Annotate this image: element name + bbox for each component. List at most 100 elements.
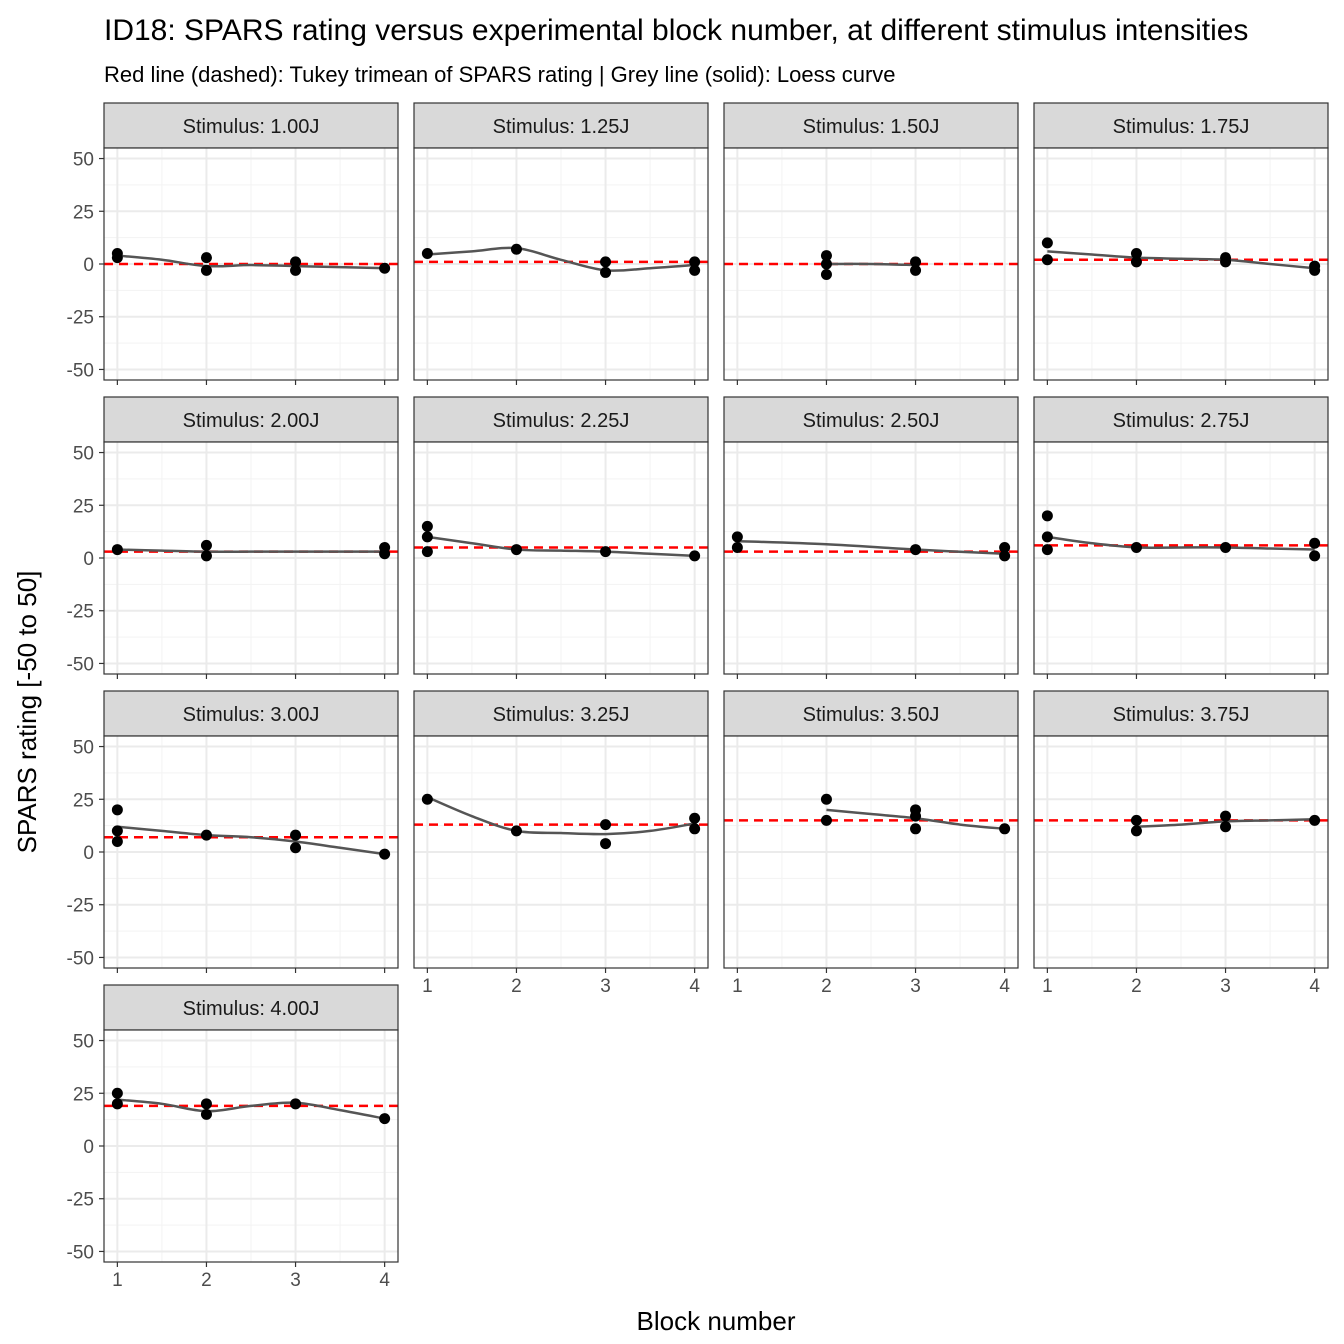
x-tick-label: 1 [732, 976, 743, 997]
facet-strip [413, 396, 709, 443]
facet-strip-label: Stimulus: 3.00J [183, 704, 320, 726]
x-tick-label: 1 [1042, 976, 1053, 997]
loess-curve [427, 535, 695, 558]
y-tick-label: 25 [73, 202, 94, 223]
data-point [1309, 264, 1321, 276]
data-point [111, 252, 123, 264]
facet-strip-label: Stimulus: 1.25J [493, 116, 630, 138]
data-point [1130, 247, 1142, 259]
data-point [910, 810, 922, 822]
facet-panel: Stimulus: 2.00J -50 -25 0 25 50 [67, 396, 399, 679]
y-tick-label: 0 [83, 1137, 94, 1158]
chart-subtitle: Red line (dashed): Tukey trimean of SPAR… [104, 62, 896, 87]
loess-curve [117, 825, 385, 856]
loess-curve [1047, 535, 1315, 551]
data-point [290, 1098, 302, 1110]
data-point [1130, 825, 1142, 837]
data-point [1309, 537, 1321, 549]
data-point [689, 823, 701, 835]
facet-strip-label: Stimulus: 3.25J [493, 704, 630, 726]
data-point [200, 1108, 212, 1120]
loess-curve [427, 246, 695, 272]
data-point [421, 520, 433, 532]
facet-strip [1033, 102, 1329, 149]
facet-strip [723, 102, 1019, 149]
y-tick-label: 25 [73, 790, 94, 811]
data-point [1041, 510, 1053, 522]
facet-panel: Stimulus: 2.75J [1033, 396, 1329, 679]
facet-panel: Stimulus: 2.50J [723, 396, 1019, 679]
data-point [600, 266, 612, 278]
x-tick-label: 4 [1309, 976, 1320, 997]
facet-strip-label: Stimulus: 3.75J [1113, 704, 1250, 726]
loess-curve [826, 262, 916, 267]
loess-curve [117, 548, 385, 553]
x-tick-label: 1 [422, 976, 433, 997]
loess-curve [117, 1098, 385, 1120]
data-point [1041, 544, 1053, 556]
data-point [689, 256, 701, 268]
panel-border [413, 147, 709, 381]
x-tick-label: 3 [910, 976, 921, 997]
y-tick-label: -50 [67, 360, 94, 381]
facet-strip [103, 102, 399, 149]
panel-border [723, 441, 1019, 675]
facet-panel: Stimulus: 1.00J -50 -25 0 25 50 [67, 102, 399, 385]
y-tick-label: -25 [67, 896, 94, 917]
facet-strip-label: Stimulus: 1.75J [1113, 116, 1250, 138]
facet-strip [103, 690, 399, 737]
y-tick-label: 25 [73, 1084, 94, 1105]
panel-border [723, 147, 1019, 381]
facet-strip-label: Stimulus: 2.25J [493, 410, 630, 432]
y-tick-label: -50 [67, 948, 94, 969]
y-tick-label: -50 [67, 1242, 94, 1263]
x-tick-label: 2 [1131, 976, 1142, 997]
y-tick-label: -50 [67, 654, 94, 675]
facet-strip [723, 690, 1019, 737]
y-tick-label: -25 [67, 602, 94, 623]
x-tick-label: 2 [201, 1270, 212, 1291]
data-point [689, 264, 701, 276]
x-tick-label: 2 [511, 976, 522, 997]
loess-curve [426, 796, 695, 836]
data-point [290, 256, 302, 268]
facet-panel: Stimulus: 3.00J -50 -25 0 25 50 [67, 690, 399, 973]
data-point [421, 531, 433, 543]
facet-strip-label: Stimulus: 2.50J [803, 410, 940, 432]
facet-strip [413, 690, 709, 737]
data-point [600, 819, 612, 831]
data-point [200, 1098, 212, 1110]
y-tick-label: -25 [67, 1190, 94, 1211]
y-tick-label: 0 [83, 549, 94, 570]
x-axis-title: Block number [637, 1306, 796, 1336]
data-point [111, 835, 123, 847]
loess-curve [737, 539, 1005, 556]
facet-panel: Stimulus: 2.25J [413, 396, 709, 679]
y-tick-label: 50 [73, 1032, 94, 1053]
y-axis-title: SPARS rating [-50 to 50] [12, 571, 42, 854]
facet-panel: Stimulus: 3.25J 1 2 3 4 [413, 690, 709, 997]
facet-strip [103, 984, 399, 1031]
data-point [820, 269, 832, 281]
data-point [999, 550, 1011, 562]
panels-layer: Stimulus: 1.00J -50 -25 0 25 50 Stimulus: 1.25… [67, 102, 1329, 1291]
data-point [1130, 814, 1142, 826]
data-point [510, 243, 522, 255]
x-tick-label: 4 [689, 976, 700, 997]
data-point [1220, 810, 1232, 822]
data-point [910, 256, 922, 268]
facet-panel: Stimulus: 1.75J [1033, 102, 1329, 385]
data-point [910, 823, 922, 835]
facet-panel: Stimulus: 3.75J 1 2 3 4 [1033, 690, 1329, 997]
y-tick-label: 0 [83, 843, 94, 864]
data-point [510, 544, 522, 556]
data-point [379, 548, 391, 560]
data-point [290, 264, 302, 276]
data-point [689, 550, 701, 562]
facet-strip [1033, 690, 1329, 737]
y-tick-label: 0 [83, 255, 94, 276]
data-point [731, 531, 743, 543]
facet-strip-label: Stimulus: 1.50J [803, 116, 940, 138]
data-point [1041, 237, 1053, 249]
